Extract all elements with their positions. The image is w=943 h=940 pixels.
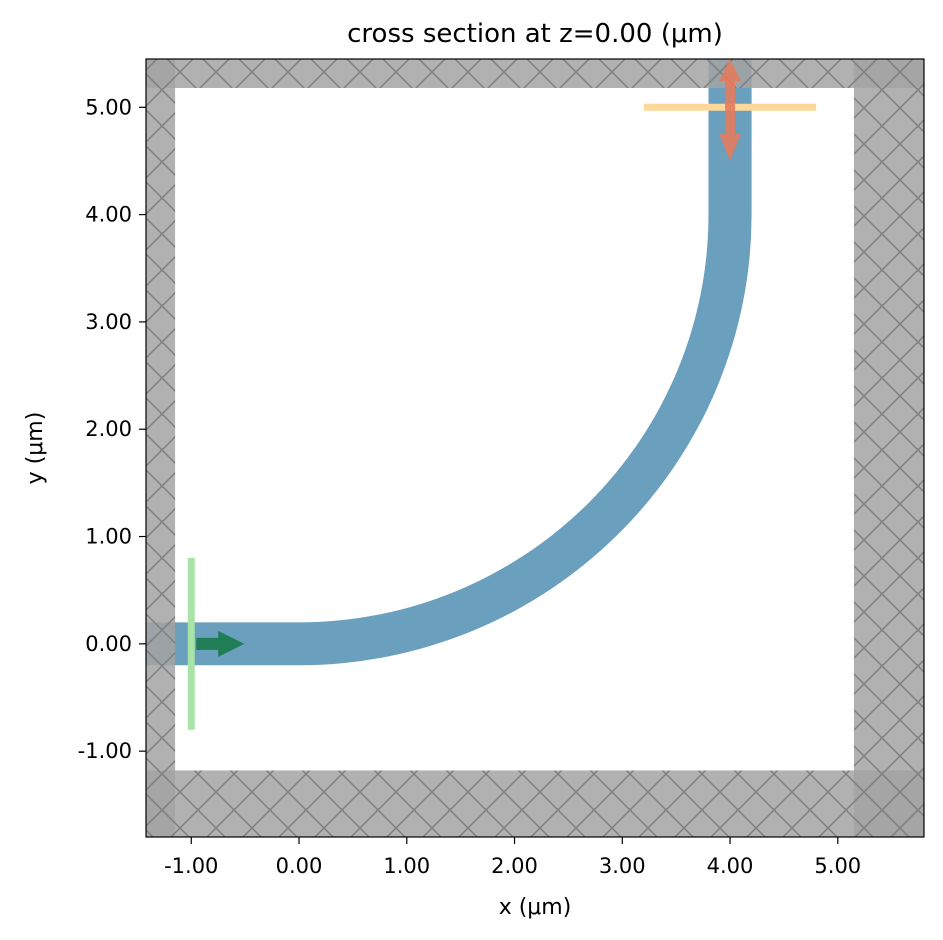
x-axis-label: x (μm) <box>499 895 572 920</box>
y-tick-label: 3.00 <box>85 310 132 334</box>
plot-area <box>146 59 924 837</box>
pml-hatch-bottom <box>146 770 924 837</box>
y-tick-label: 0.00 <box>85 632 132 656</box>
y-tick-label: 5.00 <box>85 95 132 119</box>
x-tick-label: 4.00 <box>707 854 754 878</box>
y-tick-label: -1.00 <box>78 739 132 763</box>
x-axis: -1.00 0.00 1.00 2.00 3.00 4.00 5.00 <box>164 837 861 878</box>
waveguide-bend <box>146 59 752 666</box>
x-tick-label: -1.00 <box>164 854 218 878</box>
y-axis-label: y (μm) <box>23 412 48 485</box>
waveguide-layer <box>146 59 752 666</box>
x-tick-label: 1.00 <box>383 854 430 878</box>
plot-frame <box>145 58 925 838</box>
x-tick-label: 0.00 <box>276 854 323 878</box>
source-layer <box>187 557 245 730</box>
pml-layer <box>146 59 924 837</box>
pml-hatch-top <box>146 59 924 88</box>
y-tick-label: 1.00 <box>85 525 132 549</box>
chart-title: cross section at z=0.00 (μm) <box>347 19 723 49</box>
pml-hatch-left <box>146 59 176 837</box>
x-tick-label: 2.00 <box>491 854 538 878</box>
plot-background <box>146 59 924 837</box>
pml-hatch-right <box>853 59 924 837</box>
y-tick-label: 2.00 <box>85 417 132 441</box>
y-tick-label: 4.00 <box>85 203 132 227</box>
x-tick-label: 3.00 <box>599 854 646 878</box>
y-axis: -1.00 0.00 1.00 2.00 3.00 4.00 5.00 <box>78 95 146 763</box>
source-direction-arrow <box>196 630 245 657</box>
monitor-layer <box>643 59 817 162</box>
x-tick-label: 5.00 <box>814 854 861 878</box>
monitor-direction-arrow <box>719 59 742 162</box>
